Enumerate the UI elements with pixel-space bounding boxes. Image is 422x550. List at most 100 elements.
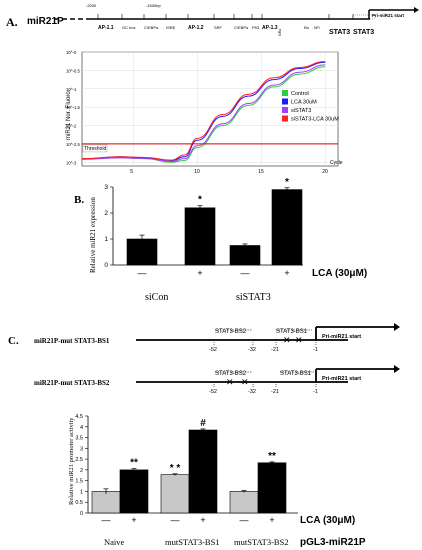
panel-b-group-label: siSTAT3 [236, 292, 271, 303]
qpcr-x-ticks: 5 10 15 20 [130, 169, 328, 175]
treatment-sign: + [269, 515, 274, 525]
construct-2-label: STAT3-BS2 [215, 371, 247, 377]
qpcr-series-line [81, 61, 326, 161]
legend-swatch [282, 115, 288, 122]
construct-1-label: STAT3-BS1 [276, 329, 308, 335]
significance-mark: * * [170, 463, 181, 474]
panel-c-ylabel: Relative miR21 promoter activity [68, 417, 75, 505]
construct-1-pri-label: Pri-miR21 start [322, 334, 361, 340]
threshold-label-box [82, 144, 108, 153]
panel-b-bars: — * + — * + [126, 177, 303, 278]
site-label: AP-1.2 [188, 25, 204, 31]
site-small-label: GRa [278, 29, 282, 36]
construct-1-tick: -32 [248, 347, 256, 353]
y-tick-label: 3 [80, 446, 83, 452]
mutation-x-mark: ✕ [226, 377, 234, 387]
qpcr-plot-frame [81, 51, 339, 167]
construct-1-ticks [213, 340, 317, 345]
y-tick-label: 3.5 [75, 436, 83, 442]
y-tick-label: 2.5 [75, 457, 83, 463]
construct-1-tick: -52 [209, 347, 217, 353]
y-tick-label: 0 [104, 262, 108, 269]
panel-b-lca-label: LCA (30μM) [312, 268, 367, 279]
legend-swatch [282, 98, 288, 105]
construct-2-tick: -52 [209, 389, 217, 395]
panel-b-chart: 0 1 2 3 — * + — * + Relative miR21 expression LC… [89, 177, 367, 303]
panel-a-gene-label: miR21P [27, 16, 64, 27]
site-label: SRF [214, 25, 223, 30]
legend-label: LCA 30uM [291, 100, 317, 106]
site-small-label: Ets [304, 26, 309, 30]
site-label: AP-1.1 [98, 25, 114, 31]
site-label: GC box [122, 25, 136, 30]
legend-swatch [282, 107, 288, 113]
y-tick-label: 0.5 [75, 500, 83, 506]
site-label: AP-1.3 [262, 25, 278, 31]
panel-b-ylabel: Relative miR21 expression [89, 197, 97, 273]
y-tick-label: 10^-1.5 [66, 105, 81, 110]
qpcr-series [81, 61, 326, 163]
promoter-sites: AP-1.1 GC box C/EBPα ISRE AP-1.2 SRF C/EBPα P53… [97, 14, 376, 36]
qpcr-series-line [81, 64, 326, 163]
treatment-sign: + [284, 268, 289, 278]
construct-2-label: STAT3-BS1 [280, 371, 312, 377]
y-tick-label: 3 [104, 184, 108, 191]
y-tick-label: 1 [104, 236, 108, 243]
site-label: C/EBPα [144, 25, 159, 30]
y-tick-label: 2 [80, 468, 83, 474]
significance-mark: * [198, 195, 202, 206]
site-label: P53 [252, 25, 260, 30]
construct-2: miR21P-mut STAT3-BS2 STAT3-BS2 STAT3-BS1… [34, 365, 400, 395]
construct-1-tick: -1 [313, 347, 318, 353]
treatment-sign: — [102, 515, 111, 525]
treatment-sign: + [197, 268, 202, 278]
bar [91, 491, 121, 514]
construct-2-name: miR21P-mut STAT3-BS2 [34, 379, 110, 387]
pri-mir21-label: Pri-miR21 start [372, 13, 405, 18]
construct-2-pri-label: Pri-miR21 start [322, 376, 361, 382]
panel-a-letter: A. [6, 15, 18, 29]
construct-1-tick: -21 [271, 347, 279, 353]
treatment-sign: — [171, 515, 180, 525]
x-tick-label: 20 [322, 169, 328, 175]
pri-mir21-arrow: Pri-miR21 start [368, 7, 419, 19]
legend-swatch [282, 90, 288, 96]
top-tick-label: -1500bp [146, 3, 161, 8]
significance-mark: ** [130, 458, 138, 469]
treatment-sign: — [240, 515, 249, 525]
qpcr-ylabel: miR21 Nor. Fluoro. [66, 89, 72, 140]
site-label: C/EBPα [234, 25, 249, 30]
y-tick-label: 0 [80, 511, 83, 517]
construct-2-tick: -21 [271, 389, 279, 395]
mutation-x-mark: ✕ [295, 335, 303, 345]
panel-c-bars: — ** + * * — # + — ** + [91, 418, 287, 525]
significance-mark: # [200, 418, 206, 429]
panel-c-group-label: Naive [104, 537, 125, 547]
bar [184, 207, 216, 266]
construct-2-tick: -1 [313, 389, 318, 395]
y-tick-label: 10^-2.5 [66, 142, 81, 147]
panel-b-letter: B. [74, 194, 84, 206]
panel-c-group-label: mutSTAT3-BS2 [234, 537, 289, 547]
legend-label: Control [291, 91, 309, 97]
site-small-label: NFI [314, 26, 320, 30]
panel-c-group-label: mutSTAT3-BS1 [165, 537, 220, 547]
top-tick-label: -2000 [86, 3, 97, 8]
qpcr-legend: Control LCA 30uM siSTAT3 siSTAT3-LCA 30uM [282, 90, 339, 123]
treatment-sign: + [200, 515, 205, 525]
construct-2-ticks [213, 382, 317, 387]
bar [119, 469, 149, 514]
y-tick-label: 2 [104, 210, 108, 217]
qpcr-plot: 10^-0 10^-0.5 10^-1 10^-1.5 10^-2 10^-2.5 10^-… [66, 50, 343, 175]
panel-c-lca-label: LCA (30μM) [300, 515, 355, 526]
qpcr-y-ticks: 10^-0 10^-0.5 10^-1 10^-1.5 10^-2 10^-2.5 10^-… [66, 50, 81, 165]
construct-1-label: STAT3-BS2 [215, 329, 247, 335]
significance-mark: ** [268, 451, 276, 462]
panel-c-pgl3-label: pGL3-miR21P [300, 537, 366, 548]
y-tick-label: 4 [80, 425, 83, 431]
y-tick-label: 4.5 [75, 414, 83, 420]
x-tick-label: 5 [130, 169, 133, 175]
site-label: STAT3 [353, 29, 374, 36]
significance-mark: * [285, 177, 289, 188]
